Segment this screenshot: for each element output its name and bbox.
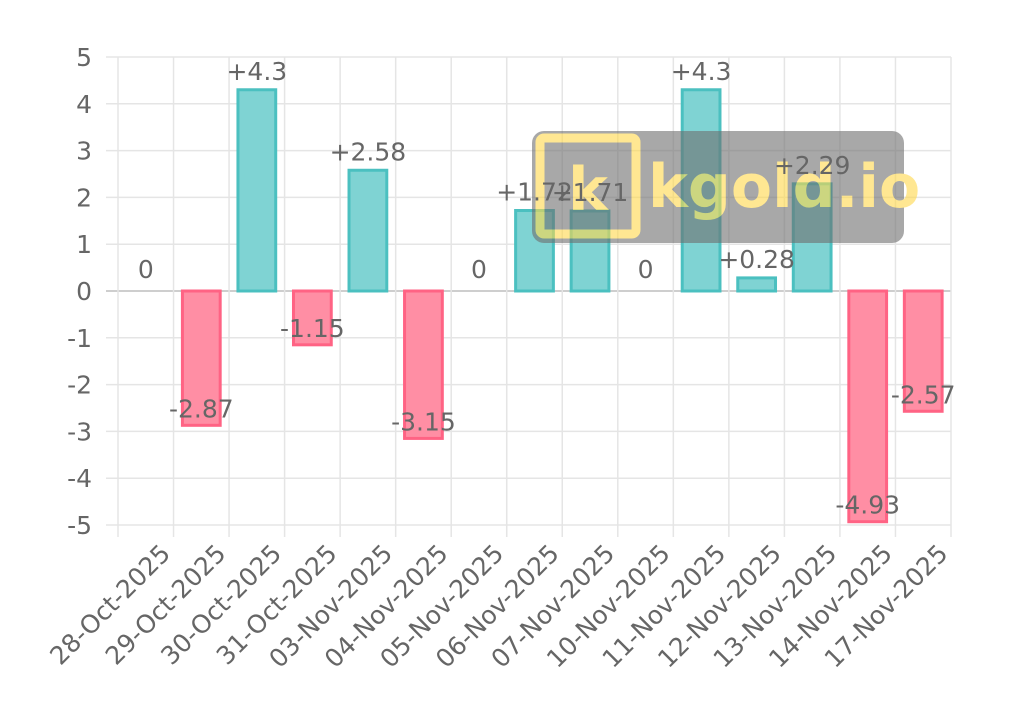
y-tick-label: -3 [67, 417, 92, 446]
data-label: +4.3 [226, 57, 287, 86]
data-label: -4.93 [835, 491, 900, 520]
bar [847, 289, 889, 524]
y-tick-label: 5 [76, 43, 92, 72]
data-label: 0 [138, 255, 154, 284]
bar [180, 289, 222, 427]
data-label: -1.15 [280, 314, 345, 343]
y-tick-label: -2 [67, 371, 92, 400]
data-label: -3.15 [391, 407, 456, 436]
bar [347, 168, 389, 293]
y-tick-label: 1 [76, 230, 92, 259]
data-label: 0 [638, 255, 654, 284]
data-label: +1.72 [496, 178, 573, 207]
grid [106, 56, 952, 537]
y-tick-label: 0 [76, 277, 92, 306]
data-labels: 0 -2.87 +4.3 -1.15 +2.58 -3.15 0 +1.72+1.71 0 +4.… [138, 57, 956, 520]
data-label: +1.71 [552, 178, 629, 207]
bar [236, 88, 278, 293]
bar [736, 276, 778, 293]
watermark-background [532, 131, 904, 243]
y-tick-label: -5 [67, 511, 92, 540]
bar [902, 289, 944, 413]
y-tick-label: -4 [67, 464, 92, 493]
bars [180, 88, 944, 524]
y-tick-label: 4 [76, 90, 92, 119]
data-label: +2.58 [330, 137, 407, 166]
watermark: k kgold.io [532, 131, 920, 243]
y-tick-label: 2 [76, 183, 92, 212]
data-label: -2.57 [891, 380, 956, 409]
y-tick-label: 3 [76, 137, 92, 166]
data-label: +0.28 [718, 245, 795, 274]
watermark-logo-letter: k [568, 155, 610, 225]
data-label: +2.29 [774, 151, 851, 180]
watermark-text: kgold.io [648, 152, 920, 222]
bar [403, 289, 444, 440]
data-label: 0 [471, 255, 487, 284]
watermark-logo-icon: k [535, 133, 641, 239]
data-label: +4.3 [671, 57, 732, 86]
y-tick-label: -1 [67, 324, 92, 353]
bar [291, 289, 333, 347]
data-label: -2.87 [169, 394, 234, 423]
